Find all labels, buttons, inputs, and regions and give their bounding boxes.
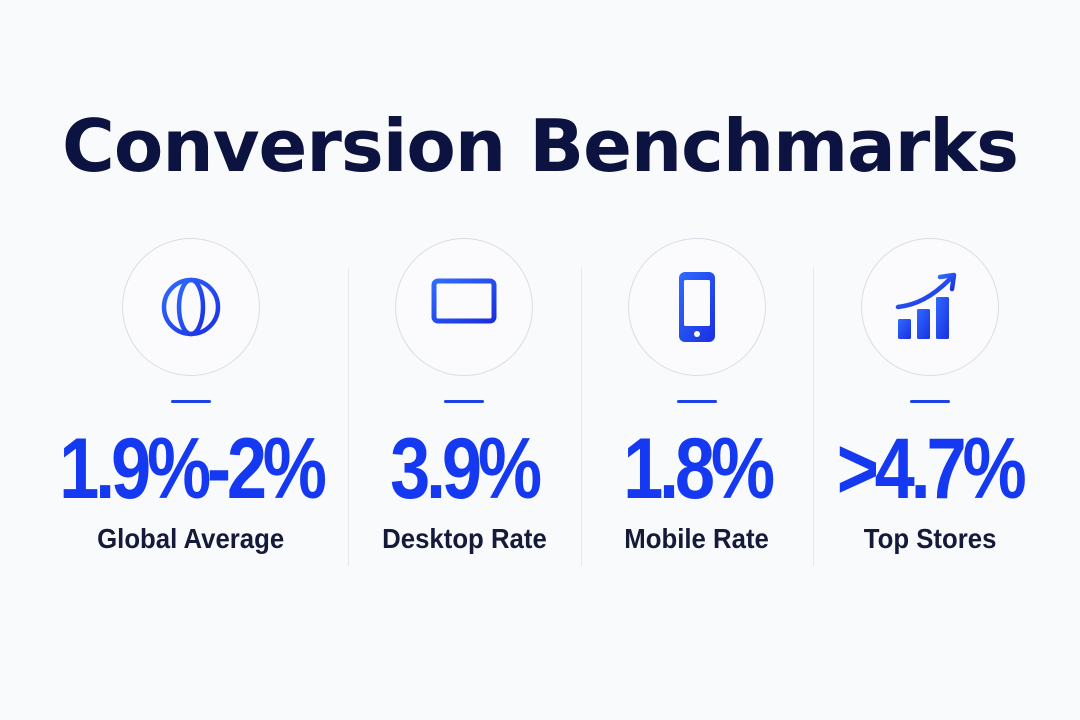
smartphone-icon bbox=[678, 272, 715, 342]
rising-bar-chart-icon bbox=[895, 272, 956, 339]
stat-mobile-rate: 1.8% Mobile Rate bbox=[580, 238, 814, 568]
accent-divider bbox=[676, 400, 717, 403]
stat-label: Global Average bbox=[97, 523, 285, 554]
stat-value: 1.9%-2% bbox=[59, 421, 327, 517]
stat-global-average: 1.9%-2% Global Average bbox=[34, 238, 348, 568]
stat-value: 3.9% bbox=[390, 421, 542, 517]
accent-divider bbox=[444, 400, 485, 403]
stat-label: Mobile Rate bbox=[624, 523, 770, 554]
stat-value: >4.7% bbox=[836, 421, 1027, 517]
benchmark-columns: 1.9%-2% Global Average 3.9% Desktop Rate bbox=[34, 238, 1046, 568]
stat-desktop-rate: 3.9% Desktop Rate bbox=[347, 238, 581, 568]
globe-icon bbox=[161, 277, 221, 337]
stat-top-stores: >4.7% Top Stores bbox=[813, 238, 1046, 568]
stat-label: Desktop Rate bbox=[381, 523, 547, 554]
accent-divider bbox=[170, 400, 211, 403]
stat-value: 1.8% bbox=[623, 421, 775, 517]
globe-icon-badge bbox=[121, 238, 260, 376]
page-title: Conversion Benchmarks bbox=[62, 104, 1019, 188]
chart-icon-badge bbox=[860, 238, 999, 376]
stat-label: Top Stores bbox=[863, 523, 996, 554]
desktop-monitor-icon bbox=[431, 278, 497, 336]
accent-divider bbox=[909, 400, 950, 403]
desktop-icon-badge bbox=[395, 238, 534, 376]
smartphone-icon-badge bbox=[627, 238, 766, 376]
